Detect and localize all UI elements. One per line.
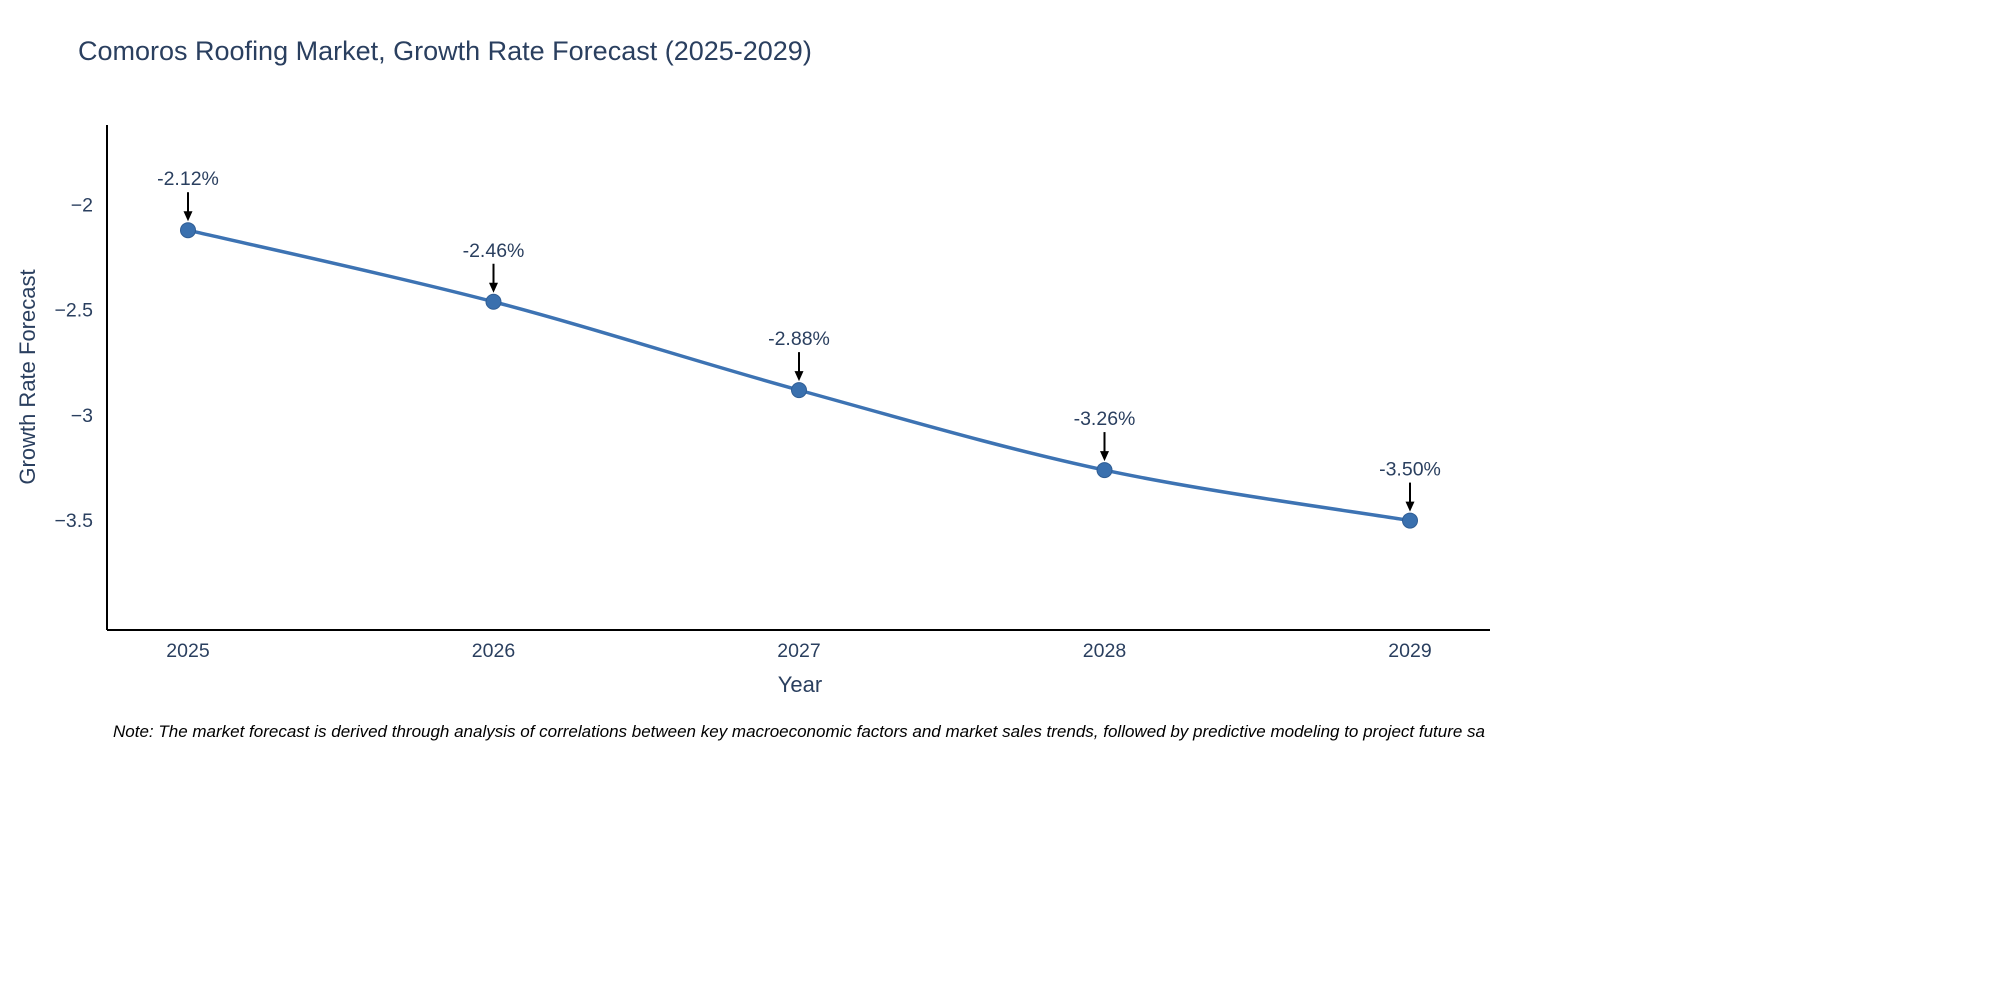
chart-title: Comoros Roofing Market, Growth Rate Fore…: [78, 36, 812, 66]
data-point-marker: [180, 222, 196, 239]
x-axis: 2025 2026 2027 2028 2029: [107, 629, 1490, 662]
x-axis-title: Year: [777, 672, 823, 697]
annotation-arrowhead: [1405, 501, 1415, 512]
annotation-label: -2.46%: [463, 240, 525, 262]
annotation-label: -2.88%: [768, 328, 830, 350]
y-tick-label: −2: [71, 194, 93, 216]
x-tick-label: 2026: [472, 640, 515, 662]
annotation-label: -2.12%: [157, 168, 219, 190]
annotation-arrowhead: [794, 371, 804, 382]
y-axis: −2 −2.5 −3 −3.5: [55, 125, 108, 630]
data-point-marker: [1096, 462, 1113, 479]
data-point-marker: [485, 293, 502, 310]
annotation-label: -3.50%: [1379, 459, 1441, 481]
x-tick-label: 2029: [1388, 640, 1431, 662]
line-series: [180, 222, 1418, 529]
data-point-marker: [791, 382, 807, 399]
y-tick-label: −2.5: [55, 300, 94, 322]
footnote: Note: The market forecast is derived thr…: [113, 722, 1485, 741]
annotation-arrowhead: [489, 282, 498, 293]
annotation-arrowhead: [1100, 451, 1109, 462]
x-tick-label: 2028: [1083, 640, 1126, 662]
y-tick-label: −3: [71, 405, 93, 427]
annotation-label: -3.26%: [1074, 408, 1136, 430]
data-annotations: -2.12% -2.46% -2.88% -3.26% -3.50%: [157, 168, 1441, 512]
x-tick-label: 2025: [166, 640, 210, 662]
data-point-marker: [1402, 512, 1418, 529]
x-tick-label: 2027: [777, 640, 820, 662]
y-tick-label: −3.5: [55, 510, 94, 532]
annotation-arrowhead: [183, 211, 193, 222]
